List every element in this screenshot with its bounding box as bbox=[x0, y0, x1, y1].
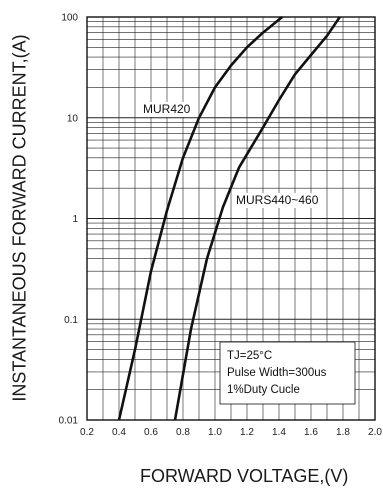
y-tick-label: 1 bbox=[72, 214, 78, 225]
series-label-bg bbox=[233, 193, 316, 208]
x-axis-title: FORWARD VOLTAGE,(V) bbox=[140, 466, 349, 486]
x-tick-label: 0.2 bbox=[80, 427, 94, 438]
annotation-text: Pulse Width=300us bbox=[227, 367, 327, 379]
y-tick-label: 0.1 bbox=[64, 315, 78, 326]
x-tick-label: 0.4 bbox=[112, 427, 126, 438]
x-tick-label: 1.4 bbox=[272, 427, 286, 438]
annotation-text: TJ=25°C bbox=[227, 350, 272, 362]
plot-frame bbox=[86, 16, 376, 421]
y-tick-label: 100 bbox=[61, 13, 78, 24]
annotation-box bbox=[219, 341, 356, 405]
x-tick-label: 2.0 bbox=[368, 427, 382, 438]
x-tick-label: 1.0 bbox=[208, 427, 222, 438]
x-tick-label: 0.8 bbox=[176, 427, 190, 438]
series-line-1 bbox=[117, 15, 284, 421]
chart-annotation-box: TJ=25°C Pulse Width=300us 1%Duty Cucle bbox=[219, 341, 356, 405]
chart-series: MUR420 MURS440~460 bbox=[117, 15, 341, 421]
series-label: MURS440~460 bbox=[236, 193, 319, 207]
annotation-text: 1%Duty Cucle bbox=[227, 384, 300, 396]
y-axis-title-container: INSTANTANEOUS FORWARD CURRENT,(A) bbox=[0, 0, 40, 490]
x-tick-label: 1.6 bbox=[304, 427, 318, 438]
x-tick-label: 1.8 bbox=[336, 427, 350, 438]
chart-ticks: 0.2 0.4 0.6 0.8 1.0 1.2 1.4 1.6 1.8 2.0 0.01 0.1 1 10… bbox=[59, 13, 383, 439]
y-tick-label: 0.01 bbox=[59, 416, 79, 427]
series-label-bg bbox=[140, 102, 188, 117]
series-line-2 bbox=[173, 16, 341, 421]
y-axis-title: INSTANTANEOUS FORWARD CURRENT,(A) bbox=[9, 34, 30, 402]
y-tick-label: 10 bbox=[67, 113, 79, 124]
x-tick-label: 1.2 bbox=[240, 427, 254, 438]
series-label: MUR420 bbox=[143, 102, 191, 116]
x-tick-label: 0.6 bbox=[144, 427, 158, 438]
